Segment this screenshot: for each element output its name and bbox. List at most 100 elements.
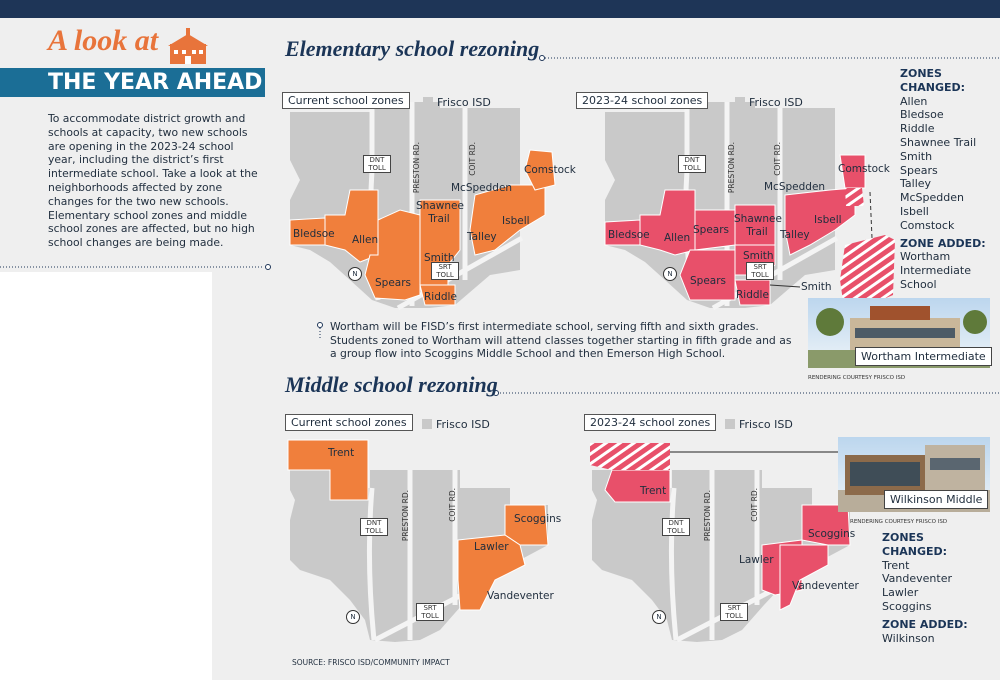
list-items: Allen Bledsoe Riddle Shawnee Trail Smith Spea…	[900, 95, 992, 233]
list-items: Wortham Intermediate School	[900, 250, 980, 291]
school-label: Shawnee Trail	[734, 213, 782, 238]
road-label: DNT TOLL	[662, 518, 690, 536]
school-label: Bledsoe	[608, 229, 650, 241]
school-icon	[168, 28, 208, 64]
school-label: Spears	[693, 224, 730, 236]
panel-label: Current school zones	[282, 92, 410, 109]
list-item: Vandeventer	[882, 572, 952, 586]
callout-line	[769, 284, 801, 288]
list-item: Wilkinson	[882, 631, 935, 645]
school-label: Allen	[352, 234, 379, 246]
photo-credit: RENDERING COURTESY FRISCO ISD	[808, 375, 906, 381]
school-label: Bledsoe	[293, 228, 335, 240]
title-bar	[0, 68, 265, 97]
school-label: Riddle	[424, 291, 457, 303]
road-label: PRESTON RD.	[727, 142, 736, 194]
legend-label: Frisco ISD	[437, 96, 491, 109]
road-label: COIT RD.	[773, 142, 782, 176]
road-label: SRT TOLL	[720, 603, 748, 621]
school-label: Comstock	[838, 163, 890, 175]
list-heading: ZONE ADDED:	[882, 617, 968, 631]
north-arrow: N	[346, 610, 360, 624]
road-label: SRT TOLL	[431, 262, 459, 280]
school-label: McSpedden	[451, 182, 513, 194]
list-item: Riddle	[900, 122, 935, 136]
list-item: Spears	[900, 163, 938, 177]
callout-line	[869, 191, 873, 239]
list-heading: ZONES CHANGED:	[900, 67, 966, 94]
school-label: Spears	[375, 277, 412, 289]
school-label: Spears	[690, 275, 727, 287]
list-item: McSpedden	[900, 191, 964, 205]
photo-credit: RENDERING COURTESY FRISCO ISD	[850, 519, 948, 525]
list-heading: ZONE ADDED:	[900, 236, 986, 250]
school-label: Smith	[801, 281, 832, 293]
road-label: PRESTON RD.	[703, 490, 712, 542]
north-arrow: N	[663, 267, 677, 281]
school-label: Vandeventer	[792, 580, 859, 592]
list-item: Bledsoe	[900, 108, 944, 122]
zones-current-middle	[287, 439, 549, 611]
school-label: Lawler	[474, 541, 509, 553]
list-item: Lawler	[882, 586, 919, 600]
school-label: Lawler	[739, 554, 774, 566]
intro: To accommodate district growth and schoo…	[48, 112, 258, 250]
school-label: Isbell	[502, 215, 530, 227]
school-label: Talley	[780, 229, 810, 241]
road-label: SRT TOLL	[416, 603, 444, 621]
section-heading: Elementary school rezoning	[285, 36, 540, 61]
list-item: Comstock	[900, 218, 955, 232]
list-item: Isbell	[900, 204, 929, 218]
hatched-zone	[590, 443, 670, 470]
school-label: Trent	[328, 447, 355, 459]
white-panel	[0, 272, 212, 680]
school-label: Smith	[424, 252, 455, 264]
north-arrow: N	[348, 267, 362, 281]
legend-label: Frisco ISD	[749, 96, 803, 109]
list-heading: ZONES CHANGED:	[882, 531, 948, 558]
zones-new-elementary	[604, 154, 866, 306]
list-item: Trent	[882, 558, 910, 572]
road-label: DNT TOLL	[363, 155, 391, 173]
school-label: Scoggins	[808, 528, 856, 540]
source: SOURCE: FRISCO ISD/COMMUNITY IMPACT	[292, 658, 450, 667]
note: Wortham will be FISD’s first intermediat…	[330, 320, 792, 360]
school-label: Scoggins	[514, 513, 562, 525]
zones-changed: ZONES CHANGED: Trent Vandeventer Lawler Sco…	[882, 531, 974, 645]
hatched-zone	[845, 188, 864, 206]
zones-current-elementary	[289, 149, 556, 306]
road-label: PRESTON RD.	[401, 490, 410, 542]
dividers	[0, 57, 1000, 394]
list-items: Trent Vandeventer Lawler Scoggins	[882, 559, 974, 614]
school-label: Shawnee Trail	[416, 200, 464, 225]
road-label: SRT TOLL	[746, 262, 774, 280]
school-label: Smith	[743, 250, 774, 262]
list-item: Smith	[900, 149, 933, 163]
road-label: COIT RD.	[468, 142, 477, 176]
script-title: A look at	[48, 24, 159, 57]
school-label: Riddle	[736, 289, 769, 301]
list-item: Allen	[900, 94, 928, 108]
hatched-zone	[840, 235, 895, 315]
section-heading: Middle school rezoning	[285, 372, 498, 397]
panel-label: Current school zones	[285, 414, 413, 431]
list-item: Wortham Intermediate School	[900, 250, 971, 291]
road-label: DNT TOLL	[360, 518, 388, 536]
school-label: Comstock	[524, 164, 576, 176]
photo-caption: Wortham Intermediate	[855, 347, 992, 366]
top-bar	[0, 0, 1000, 18]
legend-label: Frisco ISD	[739, 418, 793, 431]
school-label: McSpedden	[764, 181, 826, 193]
school-label: Allen	[664, 232, 691, 244]
title: THE YEAR AHEAD	[48, 70, 263, 95]
list-item: Shawnee Trail	[900, 135, 977, 149]
photo-caption: Wilkinson Middle	[884, 490, 989, 509]
road-label: DNT TOLL	[678, 155, 706, 173]
zones-changed: ZONES CHANGED: Allen Bledsoe Riddle Shawnee…	[900, 67, 992, 292]
road-label: COIT RD.	[750, 488, 759, 522]
panel-label: 2023-24 school zones	[576, 92, 709, 109]
school-label: Trent	[640, 485, 667, 497]
list-item: Scoggins	[882, 599, 932, 613]
